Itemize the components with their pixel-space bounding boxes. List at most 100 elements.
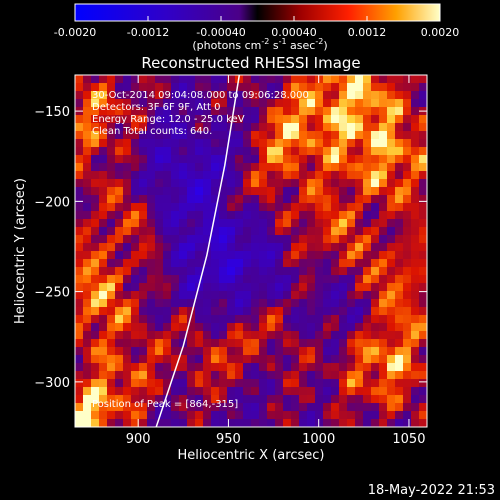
heatmap-cell bbox=[259, 83, 268, 92]
heatmap-cell bbox=[179, 355, 188, 364]
heatmap-cell bbox=[131, 395, 140, 404]
heatmap-cell bbox=[131, 83, 140, 92]
heatmap-cell bbox=[323, 331, 332, 340]
heatmap-cell bbox=[155, 339, 164, 348]
heatmap-cell bbox=[179, 243, 188, 252]
heatmap-cell bbox=[115, 419, 124, 427]
heatmap-cell bbox=[187, 75, 196, 84]
heatmap-cell bbox=[419, 291, 427, 300]
heatmap-cell bbox=[195, 195, 204, 204]
heatmap-cell bbox=[187, 347, 196, 356]
heatmap-cell bbox=[299, 251, 308, 260]
heatmap-cell bbox=[107, 387, 116, 396]
heatmap-cell bbox=[403, 275, 412, 284]
heatmap-cell bbox=[307, 107, 316, 116]
heatmap-cell bbox=[179, 419, 188, 427]
heatmap-cell bbox=[379, 355, 388, 364]
heatmap-cell bbox=[139, 403, 148, 412]
heatmap-cell bbox=[363, 203, 372, 212]
heatmap-cell bbox=[379, 411, 388, 420]
heatmap-cell bbox=[187, 283, 196, 292]
heatmap-cell bbox=[267, 403, 276, 412]
heatmap-cell bbox=[339, 331, 348, 340]
heatmap-cell bbox=[411, 299, 420, 308]
heatmap-cell bbox=[283, 227, 292, 236]
heatmap-cell bbox=[403, 315, 412, 324]
heatmap-cell bbox=[171, 243, 180, 252]
heatmap-cell bbox=[355, 147, 364, 156]
heatmap-cell bbox=[131, 379, 140, 388]
heatmap-cell bbox=[227, 347, 236, 356]
heatmap-cell bbox=[355, 107, 364, 116]
heatmap-cell bbox=[347, 163, 356, 172]
heatmap-cell bbox=[315, 203, 324, 212]
heatmap-cell bbox=[115, 115, 124, 124]
heatmap-cell bbox=[275, 315, 284, 324]
heatmap-cell bbox=[91, 179, 100, 188]
heatmap-cell bbox=[187, 123, 196, 132]
heatmap-cell bbox=[291, 211, 300, 220]
heatmap-cell bbox=[75, 243, 84, 252]
heatmap-cell bbox=[387, 259, 396, 268]
heatmap-cell bbox=[211, 363, 220, 372]
heatmap-cell bbox=[339, 395, 348, 404]
heatmap-cell bbox=[235, 91, 244, 100]
heatmap-cell bbox=[379, 163, 388, 172]
heatmap-cell bbox=[395, 411, 404, 420]
heatmap-cell bbox=[267, 307, 276, 316]
heatmap-cell bbox=[379, 227, 388, 236]
heatmap-cell bbox=[299, 283, 308, 292]
heatmap-cell bbox=[395, 147, 404, 156]
heatmap-cell bbox=[235, 243, 244, 252]
heatmap-cell bbox=[115, 155, 124, 164]
heatmap-cell bbox=[75, 203, 84, 212]
heatmap-cell bbox=[283, 267, 292, 276]
heatmap-cell bbox=[379, 419, 388, 427]
heatmap-cell bbox=[323, 379, 332, 388]
heatmap-cell bbox=[299, 99, 308, 108]
heatmap-cell bbox=[179, 83, 188, 92]
heatmap-cell bbox=[259, 347, 268, 356]
heatmap-cell bbox=[227, 187, 236, 196]
heatmap-cell bbox=[371, 299, 380, 308]
heatmap-cell bbox=[155, 379, 164, 388]
heatmap-cell bbox=[195, 251, 204, 260]
heatmap-cell bbox=[219, 267, 228, 276]
heatmap-cell bbox=[419, 75, 427, 84]
heatmap-cell bbox=[251, 371, 260, 380]
heatmap-cell bbox=[83, 259, 92, 268]
heatmap-cell bbox=[115, 179, 124, 188]
heatmap-cell bbox=[227, 331, 236, 340]
heatmap-cell bbox=[211, 123, 220, 132]
heatmap-cell bbox=[131, 275, 140, 284]
heatmap-cell bbox=[283, 331, 292, 340]
heatmap-cell bbox=[347, 219, 356, 228]
heatmap-cell bbox=[219, 131, 228, 140]
heatmap-cell bbox=[243, 307, 252, 316]
heatmap-cell bbox=[211, 195, 220, 204]
heatmap-cell bbox=[379, 251, 388, 260]
heatmap-cell bbox=[219, 331, 228, 340]
heatmap-cell bbox=[363, 147, 372, 156]
heatmap-cell bbox=[315, 155, 324, 164]
heatmap-cell bbox=[227, 139, 236, 148]
heatmap-cell bbox=[243, 211, 252, 220]
heatmap-cell bbox=[355, 315, 364, 324]
heatmap-cell bbox=[115, 283, 124, 292]
heatmap-cell bbox=[403, 379, 412, 388]
heatmap-cell bbox=[163, 187, 172, 196]
heatmap-cell bbox=[331, 243, 340, 252]
heatmap-cell bbox=[163, 291, 172, 300]
heatmap-cell bbox=[227, 235, 236, 244]
heatmap-cell bbox=[227, 99, 236, 108]
heatmap-cell bbox=[283, 83, 292, 92]
heatmap-cell bbox=[347, 283, 356, 292]
heatmap-cell bbox=[219, 163, 228, 172]
heatmap-cell bbox=[187, 371, 196, 380]
heatmap-cell bbox=[299, 107, 308, 116]
heatmap-cell bbox=[211, 83, 220, 92]
heatmap-cell bbox=[363, 131, 372, 140]
heatmap-cell bbox=[363, 395, 372, 404]
heatmap-cell bbox=[227, 339, 236, 348]
heatmap-cell bbox=[203, 419, 212, 427]
